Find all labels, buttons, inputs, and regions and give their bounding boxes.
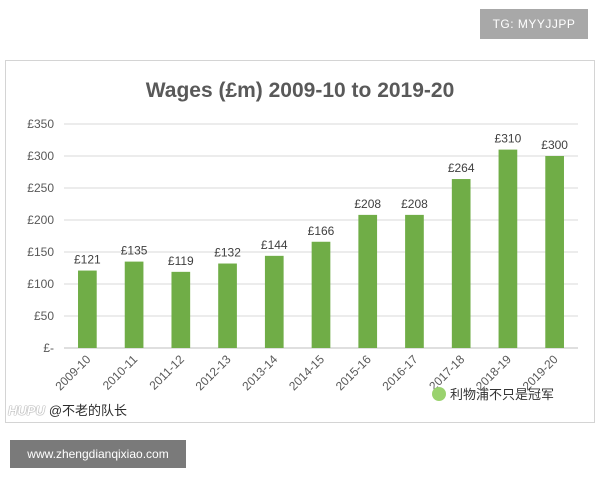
data-label: £310 (495, 132, 522, 146)
data-label: £132 (214, 246, 241, 260)
chart-title: Wages (£m) 2009-10 to 2019-20 (146, 79, 455, 102)
bar (498, 149, 518, 348)
data-label: £300 (541, 138, 568, 152)
site-url-badge: www.zhengdianqixiao.com (10, 440, 186, 468)
x-tick-label: 2010-11 (100, 352, 141, 393)
x-tick-label: 2009-10 (52, 352, 93, 393)
wages-bar-chart: Wages (£m) 2009-10 to 2019-20 £-£50£100£… (27, 79, 578, 393)
hupu-logo: HUPU (8, 403, 45, 418)
watermark-account: 利物浦不只是冠军 (450, 387, 555, 402)
bar (264, 255, 284, 348)
chart-frame: Wages (£m) 2009-10 to 2019-20 £- £50 £100 £… (5, 60, 595, 423)
bar (545, 156, 564, 348)
bar (311, 241, 331, 348)
watermark-handle: @不老的队长 (48, 403, 128, 418)
x-tick-label: 2016-17 (380, 352, 421, 393)
bar (78, 270, 97, 348)
bar (218, 263, 237, 348)
x-tick-label: 2014-15 (286, 352, 327, 393)
bar (358, 214, 378, 348)
data-label: £208 (354, 197, 381, 211)
data-labels: £121 £135 £119 £132 £144 £166 £208 £208 £264 £310… (74, 132, 568, 268)
data-label: £121 (74, 253, 101, 267)
x-tick-label: 2013-14 (239, 352, 280, 393)
y-tick-label: £- (43, 341, 54, 355)
data-label: £144 (261, 238, 288, 252)
y-tick-label: £300 (27, 149, 54, 163)
watermark-left: HUPU @不老的队长 (8, 400, 127, 419)
y-tick-label: £100 (27, 277, 54, 291)
data-label: £264 (448, 161, 475, 175)
y-tick-label: £250 (27, 181, 54, 195)
x-tick-label: 2015-16 (333, 352, 374, 393)
y-tick-label: £150 (27, 245, 54, 259)
y-tick-label: £350 (27, 117, 54, 131)
y-axis-ticks: £- £50 £100 £150 £200 £250 £300 £350 (27, 117, 54, 355)
bar (124, 261, 144, 348)
tg-badge: TG: MYYJJPP (480, 9, 588, 39)
data-label: £208 (401, 197, 428, 211)
bar (405, 214, 424, 348)
y-tick-label: £50 (34, 309, 54, 323)
bar (451, 179, 471, 348)
y-tick-label: £200 (27, 213, 54, 227)
x-tick-label: 2011-12 (147, 352, 188, 393)
bar (171, 271, 191, 348)
watermark-right: 利物浦不只是冠军 (432, 384, 554, 403)
data-label: £135 (121, 244, 148, 258)
x-tick-label: 2012-13 (193, 352, 234, 393)
data-label: £166 (308, 224, 335, 238)
wechat-icon (432, 387, 446, 401)
bars (78, 149, 564, 348)
data-label: £119 (168, 254, 194, 268)
